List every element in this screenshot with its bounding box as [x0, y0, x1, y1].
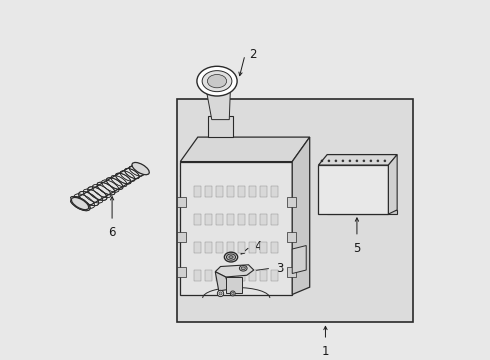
Bar [238, 242, 245, 252]
Polygon shape [287, 231, 296, 242]
Text: 2: 2 [249, 48, 257, 62]
Bar [226, 242, 234, 252]
Polygon shape [74, 164, 147, 208]
Circle shape [218, 290, 223, 297]
Polygon shape [208, 116, 233, 137]
Ellipse shape [226, 254, 236, 260]
Ellipse shape [207, 75, 227, 88]
Bar [260, 186, 267, 197]
Bar [226, 214, 234, 225]
Bar [194, 186, 201, 197]
Bar [194, 214, 201, 225]
Bar [194, 270, 201, 280]
Bar [260, 242, 267, 252]
Bar [205, 186, 212, 197]
Ellipse shape [72, 197, 89, 210]
Circle shape [328, 160, 330, 162]
Polygon shape [327, 210, 397, 214]
Polygon shape [215, 272, 229, 291]
Polygon shape [287, 197, 296, 207]
Circle shape [342, 160, 344, 162]
Bar [216, 214, 223, 225]
Bar [226, 270, 234, 280]
Polygon shape [177, 266, 186, 277]
Polygon shape [318, 165, 389, 214]
Circle shape [377, 160, 379, 162]
Circle shape [363, 160, 365, 162]
Polygon shape [180, 137, 310, 162]
Ellipse shape [241, 267, 245, 270]
Bar [194, 242, 201, 252]
Circle shape [384, 160, 386, 162]
Polygon shape [180, 162, 292, 294]
Circle shape [232, 292, 234, 295]
Bar [226, 186, 234, 197]
Polygon shape [203, 72, 231, 120]
Polygon shape [292, 246, 306, 274]
Text: 3: 3 [276, 262, 283, 275]
Text: 4: 4 [255, 240, 262, 253]
Bar [216, 186, 223, 197]
Polygon shape [287, 266, 296, 277]
Bar [238, 270, 245, 280]
Bar [248, 186, 256, 197]
Polygon shape [389, 154, 397, 214]
Bar [238, 214, 245, 225]
Bar [260, 270, 267, 280]
Circle shape [321, 160, 323, 162]
Bar [205, 214, 212, 225]
Bar [270, 270, 278, 280]
Bar [248, 242, 256, 252]
Ellipse shape [229, 256, 233, 258]
Bar [270, 186, 278, 197]
Bar [270, 242, 278, 252]
Bar [270, 214, 278, 225]
Ellipse shape [132, 162, 149, 175]
Polygon shape [215, 265, 254, 277]
Bar [177, 99, 413, 323]
Polygon shape [292, 137, 310, 294]
Bar [216, 270, 223, 280]
Polygon shape [226, 277, 242, 293]
Circle shape [335, 160, 337, 162]
Bar [205, 270, 212, 280]
Circle shape [219, 292, 222, 295]
Text: 6: 6 [108, 226, 116, 239]
Text: 1: 1 [322, 345, 329, 358]
Polygon shape [318, 154, 397, 165]
Bar [248, 270, 256, 280]
Polygon shape [177, 197, 186, 207]
Circle shape [356, 160, 358, 162]
Ellipse shape [224, 252, 238, 262]
Circle shape [370, 160, 372, 162]
Circle shape [230, 291, 235, 296]
Bar [248, 214, 256, 225]
Ellipse shape [197, 66, 237, 96]
Circle shape [349, 160, 351, 162]
Ellipse shape [240, 265, 247, 271]
Bar [260, 214, 267, 225]
Text: 5: 5 [353, 242, 361, 255]
Ellipse shape [202, 71, 232, 92]
Polygon shape [177, 231, 186, 242]
Bar [205, 242, 212, 252]
Bar [238, 186, 245, 197]
Bar [216, 242, 223, 252]
